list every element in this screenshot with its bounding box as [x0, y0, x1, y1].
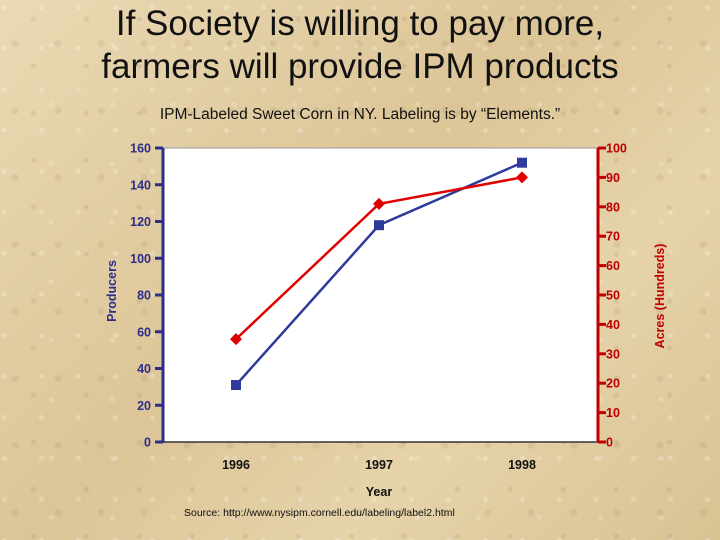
- right-tick-label: 70: [606, 230, 620, 244]
- right-tick-label: 20: [606, 377, 620, 391]
- left-axis-title: Producers: [105, 260, 119, 322]
- right-tick-label: 10: [606, 406, 620, 420]
- right-tick-label: 60: [606, 259, 620, 273]
- producers-marker: [517, 158, 527, 168]
- left-tick-label: 160: [130, 142, 151, 156]
- left-tick-label: 40: [137, 362, 151, 376]
- left-tick-label: 20: [137, 399, 151, 413]
- left-tick-label: 120: [130, 215, 151, 229]
- right-axis-title: Acres (Hundreds): [653, 244, 667, 349]
- right-tick-label: 50: [606, 289, 620, 303]
- left-tick-label: 60: [137, 325, 151, 339]
- right-tick-label: 90: [606, 171, 620, 185]
- right-tick-label: 40: [606, 318, 620, 332]
- plot-area: [163, 148, 598, 442]
- x-tick-label: 1997: [365, 458, 393, 472]
- left-tick-label: 100: [130, 252, 151, 266]
- source-note: Source: http://www.nysipm.cornell.edu/la…: [184, 507, 455, 519]
- right-tick-label: 30: [606, 347, 620, 361]
- producers-marker: [231, 380, 241, 390]
- right-tick-label: 100: [606, 142, 627, 156]
- x-tick-label: 1996: [222, 458, 250, 472]
- right-tick-label: 80: [606, 200, 620, 214]
- x-tick-label: 1998: [508, 458, 536, 472]
- left-tick-label: 140: [130, 178, 151, 192]
- right-tick-label: 0: [606, 436, 613, 450]
- left-tick-label: 0: [144, 436, 151, 450]
- producers-marker: [374, 220, 384, 230]
- left-tick-label: 80: [137, 289, 151, 303]
- x-axis-title: Year: [366, 485, 393, 499]
